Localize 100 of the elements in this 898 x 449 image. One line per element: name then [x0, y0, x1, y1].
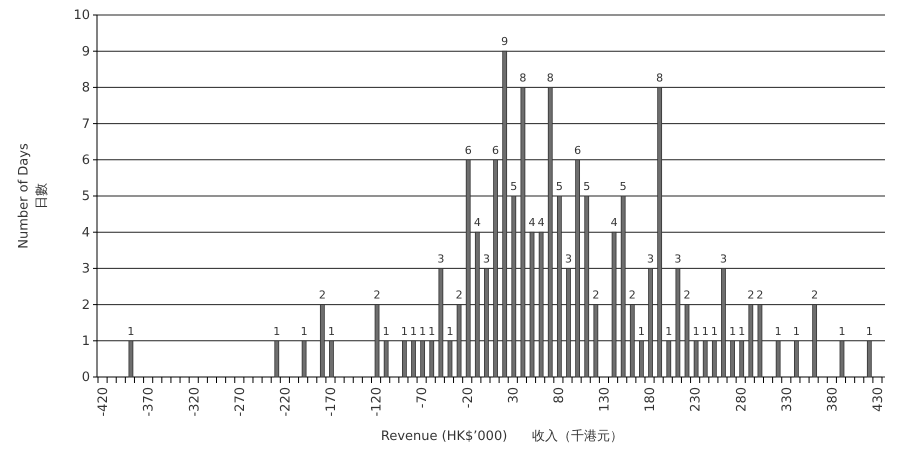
bar — [758, 304, 762, 378]
x-tick-label: 180 — [643, 387, 658, 412]
x-axis-title: Revenue (HK$’000) 收入（千港元） — [380, 429, 624, 444]
data-label: 1 — [838, 324, 846, 338]
data-label: 2 — [684, 288, 690, 302]
bar — [374, 304, 380, 378]
data-label: 8 — [656, 71, 664, 84]
data-label: 1 — [729, 324, 736, 338]
x-tick-label: 280 — [734, 387, 750, 412]
data-label: 4 — [538, 216, 545, 230]
bar — [438, 268, 444, 378]
bar — [329, 340, 334, 378]
y-tick-label: 10 — [73, 8, 90, 24]
bar — [520, 87, 526, 378]
data-label: 1 — [400, 324, 408, 338]
data-label: 3 — [674, 252, 682, 266]
data-label: 4 — [610, 216, 618, 230]
x-tick-label: -420 — [96, 387, 112, 417]
bar — [657, 87, 662, 378]
data-label: 1 — [665, 324, 672, 338]
data-label: 2 — [456, 288, 463, 302]
y-tick-label: 3 — [82, 262, 90, 277]
x-tick-label: -20 — [460, 387, 476, 408]
data-label: 3 — [647, 252, 654, 266]
data-label: 1 — [410, 324, 418, 338]
x-tick-label: -170 — [324, 387, 340, 417]
x-tick-label: -220 — [278, 387, 294, 417]
y-tick-label: 8 — [82, 80, 90, 96]
data-label: 1 — [866, 324, 873, 338]
data-label: 2 — [318, 288, 326, 302]
data-label: 3 — [564, 252, 572, 266]
data-label: 1 — [774, 324, 782, 338]
bar — [429, 340, 434, 378]
x-tick-label: 80 — [552, 387, 567, 404]
bar — [776, 340, 781, 378]
y-tick-label: 1 — [82, 334, 90, 349]
x-tick-label: -370 — [142, 387, 157, 417]
x-tick-label: 130 — [598, 387, 613, 412]
data-label: 1 — [419, 324, 426, 338]
bar — [794, 340, 799, 378]
data-label: 2 — [811, 288, 818, 302]
x-tick-label: 330 — [780, 387, 795, 412]
data-label: 1 — [328, 324, 335, 338]
data-label: 4 — [528, 216, 536, 230]
data-label: 1 — [692, 324, 700, 338]
bar — [666, 340, 672, 378]
bar — [694, 340, 699, 378]
bar — [748, 304, 754, 378]
bar — [456, 304, 462, 378]
bar — [538, 232, 544, 378]
data-label: 3 — [720, 252, 727, 266]
data-label: 1 — [702, 324, 709, 338]
bar — [493, 159, 498, 378]
data-label: 1 — [446, 324, 454, 338]
data-label: 2 — [747, 288, 754, 302]
data-label: 1 — [792, 324, 800, 338]
y-tick-label: 9 — [82, 44, 90, 60]
data-label: 1 — [428, 324, 436, 338]
bar — [712, 340, 717, 378]
bar — [675, 268, 680, 378]
data-label: 1 — [273, 324, 280, 338]
bar — [566, 268, 571, 378]
data-label: 6 — [464, 144, 472, 157]
bar — [448, 340, 452, 378]
bar — [466, 159, 471, 378]
bar — [739, 340, 744, 378]
data-label: 3 — [437, 252, 444, 266]
bar — [630, 304, 635, 378]
data-label: 2 — [592, 288, 600, 302]
x-tick-label: -270 — [232, 387, 248, 417]
y-tick-label: 2 — [82, 298, 90, 313]
bar — [128, 340, 134, 378]
data-label: 5 — [556, 180, 563, 193]
data-label: 6 — [574, 144, 582, 157]
bar — [593, 304, 598, 378]
data-label: 1 — [300, 324, 308, 338]
bar — [866, 340, 872, 378]
bar — [548, 87, 553, 378]
bar — [575, 159, 580, 378]
bar — [530, 232, 534, 378]
x-tick-label: 380 — [825, 387, 840, 412]
bar — [474, 232, 480, 378]
data-label: 1 — [127, 324, 134, 338]
bar — [274, 340, 280, 378]
bar — [420, 340, 426, 378]
data-label: 2 — [628, 288, 636, 302]
bar — [730, 340, 735, 378]
bar — [584, 196, 590, 378]
x-tick-label: 30 — [506, 387, 522, 404]
data-label: 3 — [482, 252, 490, 266]
data-label: 1 — [738, 324, 746, 338]
data-label: 2 — [374, 288, 381, 302]
bar — [502, 50, 508, 378]
x-tick-label: -120 — [370, 387, 385, 417]
bar — [511, 196, 516, 378]
bar — [702, 340, 708, 378]
x-tick-label: 230 — [688, 387, 704, 412]
data-label: 9 — [501, 35, 508, 48]
data-label: 1 — [382, 324, 390, 338]
y-tick-label: 4 — [82, 225, 90, 240]
